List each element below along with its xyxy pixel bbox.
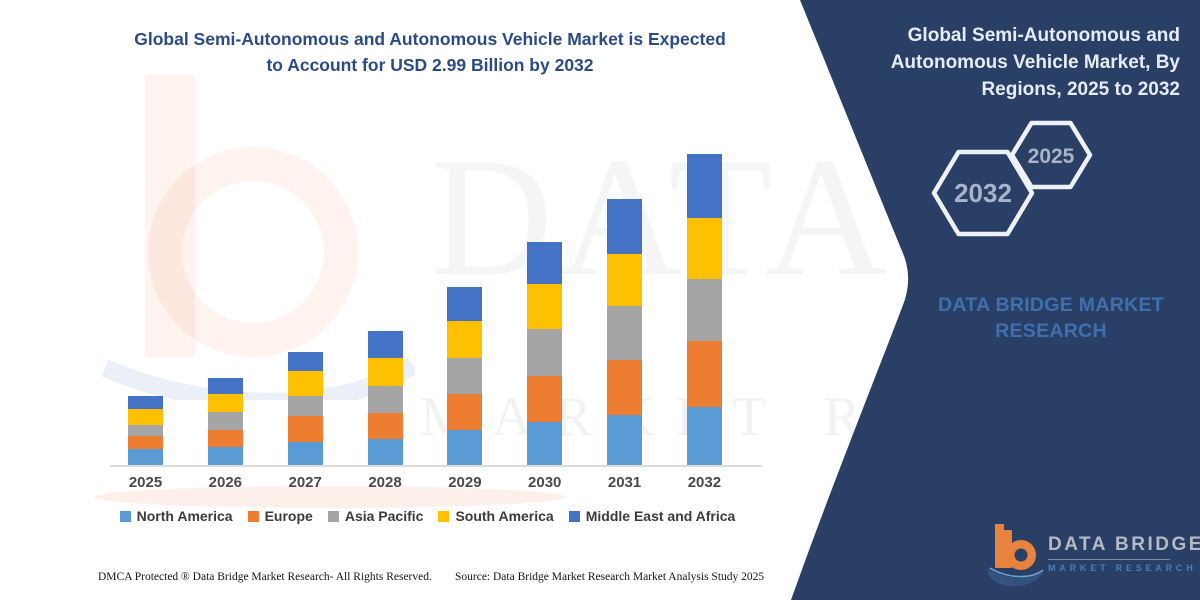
bar-2029	[447, 287, 483, 465]
bar-segment-2026-asia-pacific	[207, 411, 243, 430]
legend-item-asia-pacific: Asia Pacific	[327, 508, 424, 524]
bar-segment-2027-north-america	[287, 442, 323, 465]
legend-item-middle-east-and-africa: Middle East and Africa	[568, 508, 736, 524]
dmca-notice: DMCA Protected ® Data Bridge Market Rese…	[98, 571, 432, 583]
bar-segment-2027-asia-pacific	[287, 396, 323, 417]
bar-2032	[686, 154, 722, 465]
bar-segment-2025-asia-pacific	[128, 424, 163, 436]
year-label-2028: 2028	[368, 474, 402, 491]
legend-label: South America	[455, 508, 554, 524]
bar-segment-2031-asia-pacific	[607, 305, 643, 361]
legend-item-europe: Europe	[247, 508, 313, 524]
pink-swoosh-watermark	[95, 486, 565, 508]
bar-segment-2031-south-america	[607, 253, 643, 306]
bar-segment-2030-south-america	[527, 284, 563, 329]
bar-segment-2029-middle-east-and-africa	[447, 287, 483, 322]
bar-segment-2028-europe	[367, 413, 403, 439]
year-label-2027: 2027	[288, 474, 322, 491]
bar-segment-2025-europe	[128, 435, 163, 450]
bar-segment-2032-south-america	[686, 217, 722, 279]
x-axis-line	[110, 465, 762, 467]
bar-segment-2030-europe	[527, 375, 563, 423]
legend-marker-icon	[568, 510, 580, 522]
bar-segment-2031-north-america	[607, 415, 643, 465]
bar-segment-2032-europe	[686, 341, 722, 407]
bar-segment-2028-south-america	[367, 357, 403, 386]
bar-segment-2025-north-america	[128, 449, 163, 465]
year-label-2032: 2032	[687, 474, 722, 491]
bar-segment-2030-asia-pacific	[527, 328, 563, 376]
chart-title-line1: Global Semi-Autonomous and Autonomous Ve…	[134, 29, 726, 49]
bar-segment-2027-europe	[287, 416, 323, 443]
legend-item-south-america: South America	[438, 508, 554, 524]
year-label-2030: 2030	[528, 474, 562, 491]
source-note: Source: Data Bridge Market Research Mark…	[455, 571, 765, 583]
legend-label: Asia Pacific	[344, 508, 424, 524]
legend-item-north-america: North America	[119, 508, 233, 524]
legend-label: Europe	[264, 508, 313, 524]
logo-b-icon	[988, 524, 1044, 587]
bar-segment-2029-europe	[447, 394, 483, 430]
chart-legend: North America Europe Asia Pacific South Ame…	[95, 508, 760, 524]
databridge-logo-icon	[988, 524, 1044, 587]
bar-segment-2032-middle-east-and-africa	[686, 154, 722, 218]
hexagon-2032	[931, 149, 1035, 237]
bar-segment-2030-north-america	[527, 422, 563, 465]
year-label-2031: 2031	[607, 474, 642, 491]
legend-marker-icon	[438, 510, 450, 522]
bar-segment-2026-north-america	[207, 447, 243, 465]
bar-segment-2031-middle-east-and-africa	[607, 198, 643, 254]
logo-name: DATA BRIDGE	[1048, 534, 1200, 555]
bar-segment-2028-north-america	[367, 439, 403, 465]
bar-segment-2028-asia-pacific	[367, 386, 403, 413]
year-label-2026: 2026	[208, 474, 243, 491]
bar-segment-2029-asia-pacific	[447, 357, 483, 395]
bar-2031	[607, 198, 643, 465]
x-axis-labels: 2025 2026 2027 2028 2029 2030 2031 2032	[128, 474, 722, 491]
bar-segment-2025-south-america	[128, 408, 163, 425]
logo-divider	[1048, 559, 1170, 560]
chart-title: Global Semi-Autonomous and Autonomous Ve…	[100, 26, 760, 78]
chart-title-line2: to Account for USD 2.99 Billion by 2032	[266, 55, 594, 75]
bar-segment-2030-middle-east-and-africa	[527, 241, 563, 285]
legend-marker-icon	[119, 510, 131, 522]
bar-segment-2029-south-america	[447, 321, 483, 358]
hexagon-label-2032: 2032	[954, 178, 1012, 208]
hexagon-badges: 2032 2025	[931, 120, 1093, 237]
hexagon-label-2025: 2025	[1028, 145, 1075, 168]
hexagon-2025	[1009, 120, 1093, 190]
side-panel-title: Global Semi-Autonomous and Autonomous Ve…	[890, 25, 1180, 100]
bar-chart-plot-area	[128, 135, 722, 465]
bar-segment-2031-europe	[607, 360, 643, 416]
bar-2027	[287, 351, 323, 465]
bar-segment-2032-asia-pacific	[686, 278, 722, 342]
legend-label: Middle East and Africa	[585, 508, 736, 524]
bar-2028	[367, 330, 403, 465]
bar-segment-2029-north-america	[447, 429, 483, 465]
brand-wordmark: DATA BRIDGE MARKET RESEARCH	[937, 294, 1165, 342]
bar-segment-2026-middle-east-and-africa	[207, 377, 243, 395]
bar-segment-2027-south-america	[287, 371, 323, 397]
bar-2030	[527, 241, 563, 465]
bar-2026	[207, 377, 243, 465]
bar-segment-2026-south-america	[207, 394, 243, 412]
logo-subtitle: MARKET RESEARCH	[1048, 563, 1197, 573]
legend-marker-icon	[247, 510, 259, 522]
bar-segment-2027-middle-east-and-africa	[287, 351, 323, 372]
bar-segment-2032-north-america	[686, 406, 722, 465]
bar-segment-2028-middle-east-and-africa	[367, 330, 403, 358]
bar-2025	[128, 396, 163, 465]
bar-segment-2025-middle-east-and-africa	[128, 396, 163, 409]
bar-segment-2026-europe	[207, 429, 243, 448]
year-label-2029: 2029	[448, 474, 482, 491]
databridge-logo-text: DATA BRIDGE MARKET RESEARCH	[1048, 534, 1200, 573]
year-label-2025: 2025	[128, 474, 163, 491]
legend-label: North America	[136, 508, 233, 524]
legend-marker-icon	[327, 510, 339, 522]
